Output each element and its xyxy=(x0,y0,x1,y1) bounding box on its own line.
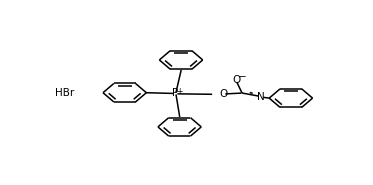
Text: N: N xyxy=(257,92,264,102)
Text: P: P xyxy=(172,88,178,98)
Text: HBr: HBr xyxy=(55,88,75,98)
Text: O: O xyxy=(220,89,228,99)
Text: −: − xyxy=(238,73,247,83)
Text: +: + xyxy=(177,87,183,96)
Text: O: O xyxy=(233,75,241,85)
